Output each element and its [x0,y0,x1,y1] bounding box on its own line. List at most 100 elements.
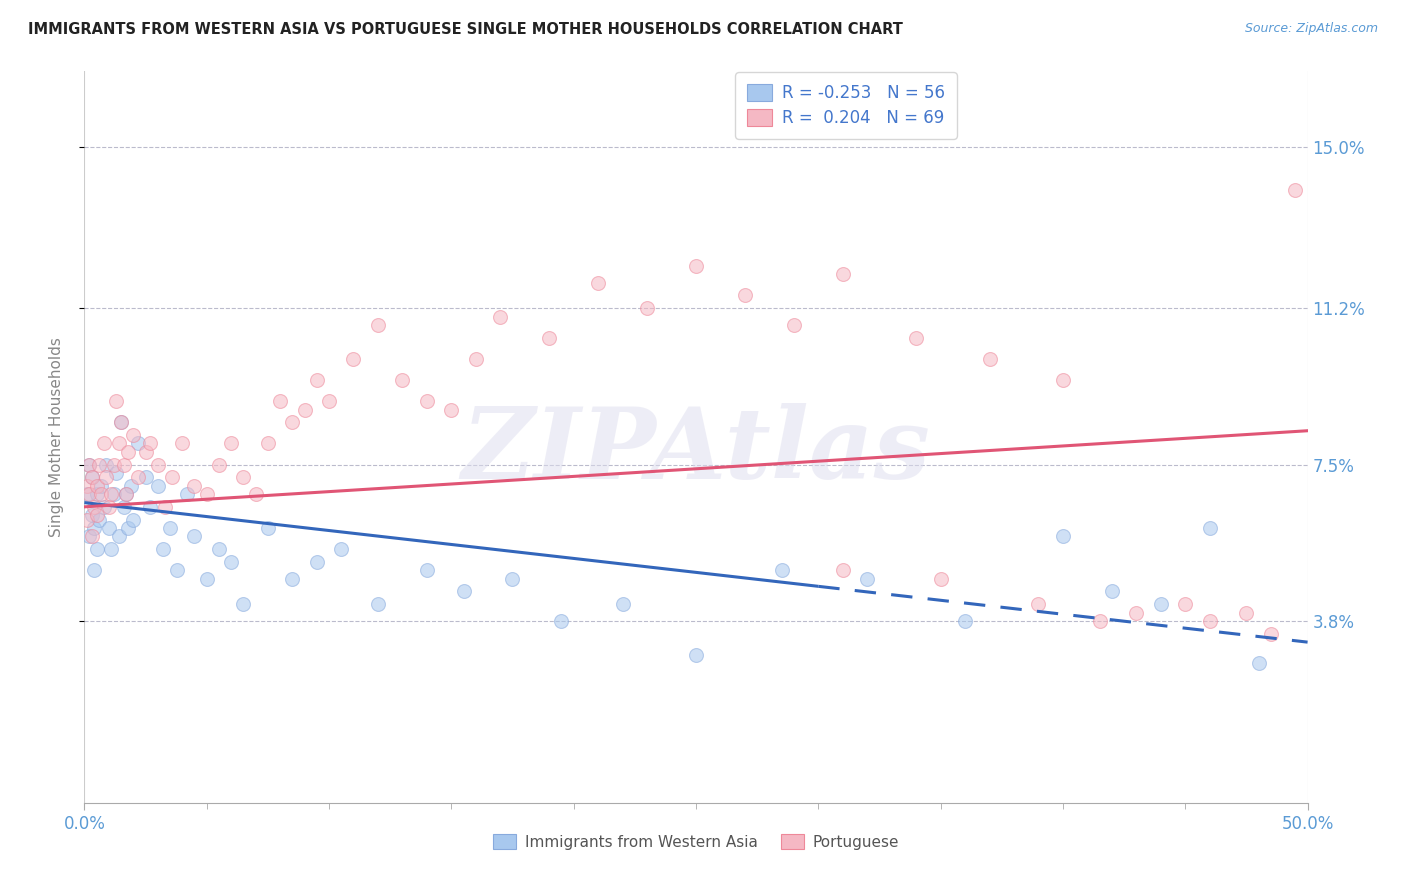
Y-axis label: Single Mother Households: Single Mother Households [49,337,63,537]
Point [1198,614,1220,628]
Point [1101,584,1123,599]
Point [105,394,128,409]
Point [77,487,100,501]
Point [416,394,439,409]
Point [146,458,169,472]
Point [103,458,125,472]
Point [93,436,115,450]
Point [342,351,364,366]
Point [330,542,353,557]
Point [367,318,389,332]
Point [83,521,105,535]
Point [86,479,108,493]
Point [96,470,118,484]
Point [1260,626,1282,640]
Point [90,487,112,501]
Point [135,470,157,484]
Point [453,584,475,599]
Point [685,648,707,662]
Point [86,508,108,523]
Point [953,614,976,628]
Point [183,529,205,543]
Point [219,555,242,569]
Point [208,542,231,557]
Point [153,500,176,514]
Point [831,268,853,282]
Point [1052,373,1074,387]
Point [685,259,707,273]
Point [195,572,218,586]
Point [856,572,879,586]
Point [139,500,162,514]
Point [122,428,145,442]
Point [734,288,756,302]
Point [281,415,304,429]
Point [162,470,184,484]
Point [117,445,139,459]
Point [489,310,512,324]
Point [112,500,135,514]
Point [281,572,304,586]
Point [1088,614,1111,628]
Point [1247,657,1270,671]
Point [550,614,572,628]
Point [1028,597,1050,611]
Point [146,479,169,493]
Point [112,458,135,472]
Point [122,512,145,526]
Point [176,487,198,501]
Point [105,466,128,480]
Point [76,479,98,493]
Point [80,508,103,523]
Point [80,470,103,484]
Point [1198,521,1220,535]
Point [195,487,218,501]
Point [80,470,103,484]
Point [391,373,413,387]
Point [110,415,132,429]
Point [100,487,122,501]
Point [77,458,100,472]
Text: Source: ZipAtlas.com: Source: ZipAtlas.com [1244,22,1378,36]
Point [135,445,157,459]
Point [440,402,463,417]
Point [87,458,110,472]
Point [87,512,110,526]
Point [612,597,634,611]
Point [1052,529,1074,543]
Point [318,394,340,409]
Point [115,487,138,501]
Point [245,487,267,501]
Point [90,479,112,493]
Text: ZIPAtlas: ZIPAtlas [461,403,931,500]
Legend: Immigrants from Western Asia, Portuguese: Immigrants from Western Asia, Portuguese [485,826,907,857]
Point [93,500,115,514]
Point [139,436,162,450]
Point [166,563,188,577]
Point [96,458,118,472]
Point [783,318,806,332]
Point [232,470,254,484]
Point [86,487,108,501]
Point [269,394,291,409]
Point [219,436,242,450]
Point [1236,606,1258,620]
Point [107,436,129,450]
Point [416,563,439,577]
Point [86,542,108,557]
Text: IMMIGRANTS FROM WESTERN ASIA VS PORTUGUESE SINGLE MOTHER HOUSEHOLDS CORRELATION : IMMIGRANTS FROM WESTERN ASIA VS PORTUGUE… [28,22,903,37]
Point [172,436,194,450]
Point [538,331,561,345]
Point [77,458,100,472]
Point [257,436,280,450]
Point [159,521,181,535]
Point [367,597,389,611]
Point [257,521,280,535]
Point [232,597,254,611]
Point [127,436,149,450]
Point [76,487,98,501]
Point [107,529,129,543]
Point [905,331,928,345]
Point [76,512,98,526]
Point [77,529,100,543]
